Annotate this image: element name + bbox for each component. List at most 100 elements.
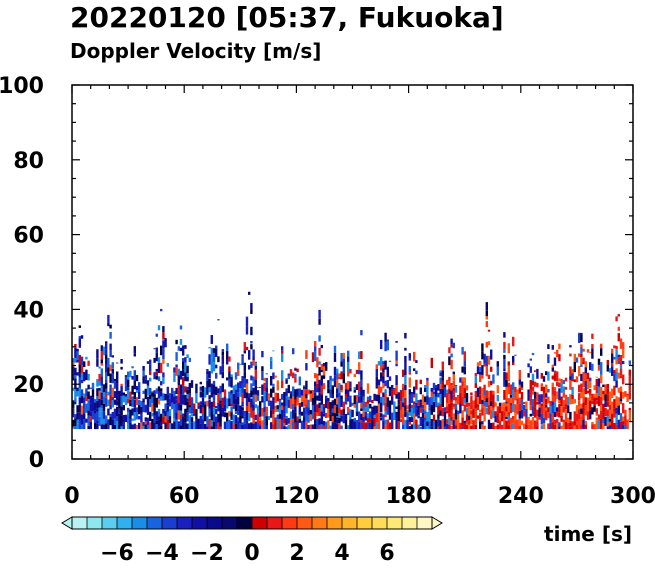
velocity-cell [140, 400, 143, 407]
velocity-cell [595, 397, 598, 401]
velocity-cell [448, 416, 451, 425]
velocity-cell [503, 380, 506, 387]
velocity-cell [595, 393, 598, 398]
velocity-cell [94, 402, 97, 411]
velocity-cell [485, 321, 488, 327]
velocity-cell [263, 377, 266, 382]
velocity-cell [547, 396, 550, 404]
velocity-cell [234, 423, 238, 430]
velocity-cell [113, 408, 117, 419]
velocity-cell [215, 426, 218, 430]
velocity-cell [162, 326, 165, 333]
velocity-cell [611, 388, 614, 399]
velocity-cell [551, 345, 554, 350]
velocity-cell [318, 367, 321, 376]
velocity-cell [450, 353, 453, 358]
velocity-cell [558, 354, 561, 358]
velocity-cell [490, 390, 493, 394]
velocity-cell [349, 419, 352, 430]
velocity-cell [347, 380, 350, 390]
velocity-cell [294, 368, 297, 371]
colorbar-cell [192, 517, 208, 529]
velocity-cell [138, 382, 141, 392]
velocity-cell [107, 408, 110, 416]
velocity-cell [149, 411, 152, 422]
colorbar-cell [102, 517, 118, 529]
colorbar-cell [417, 517, 433, 529]
velocity-cell [254, 385, 257, 395]
velocity-cell [175, 395, 178, 400]
velocity-cell [534, 398, 537, 408]
velocity-cell [406, 425, 409, 430]
velocity-cell [109, 350, 112, 357]
velocity-cell [520, 409, 524, 419]
velocity-cell [267, 395, 271, 401]
velocity-cell [542, 411, 546, 418]
velocity-cell [256, 387, 260, 388]
velocity-cell [270, 410, 273, 418]
velocity-cell [534, 407, 537, 418]
velocity-cell [375, 364, 378, 369]
velocity-cell [582, 348, 585, 352]
velocity-cell [589, 389, 592, 393]
velocity-cell [276, 392, 279, 402]
velocity-cell [615, 368, 618, 372]
velocity-cell [529, 398, 532, 406]
velocity-cell [518, 403, 521, 411]
velocity-cell [177, 423, 180, 430]
velocity-cell [558, 426, 561, 430]
velocity-cell [76, 387, 79, 392]
velocity-cell [186, 376, 189, 382]
velocity-cell [545, 398, 548, 405]
velocity-cell [272, 414, 275, 425]
velocity-cell [613, 399, 616, 403]
velocity-cell [564, 377, 568, 382]
velocity-cell [171, 387, 174, 394]
velocity-cell [457, 395, 460, 405]
velocity-cell [74, 357, 77, 363]
velocity-cell [133, 353, 136, 357]
velocity-cell [281, 346, 284, 351]
velocity-cell [215, 416, 218, 427]
velocity-cell [586, 349, 590, 353]
velocity-cell [100, 350, 103, 360]
velocity-cell [228, 366, 231, 372]
velocity-cell [237, 369, 240, 377]
velocity-cell [408, 412, 411, 416]
velocity-cell [505, 372, 508, 380]
velocity-cell [349, 395, 352, 401]
velocity-cell [322, 420, 326, 426]
velocity-cell [485, 316, 488, 320]
velocity-cell [619, 386, 623, 392]
velocity-cell [149, 377, 152, 382]
velocity-cell [230, 390, 233, 394]
velocity-cell [391, 412, 394, 421]
velocity-cell [83, 413, 86, 420]
velocity-cell [318, 309, 321, 319]
velocity-cell [179, 418, 183, 426]
velocity-cell [278, 407, 282, 415]
velocity-cell [534, 370, 537, 373]
velocity-cell [496, 394, 499, 402]
velocity-cell [228, 371, 231, 379]
colorbar-cell [222, 517, 238, 529]
velocity-cell [611, 419, 614, 430]
velocity-cell [591, 407, 594, 415]
velocity-cell [558, 391, 561, 400]
velocity-cell [217, 318, 220, 321]
velocity-cell [87, 410, 90, 416]
velocity-cell [309, 414, 312, 422]
velocity-cell [173, 373, 176, 382]
velocity-cell [470, 410, 473, 415]
velocity-cell [468, 415, 471, 420]
velocity-cell [76, 419, 79, 424]
velocity-cell [562, 406, 565, 413]
velocity-cell [410, 404, 414, 408]
velocity-cell [219, 403, 222, 414]
velocity-cell [278, 414, 282, 419]
velocity-cell [454, 419, 458, 426]
velocity-cell [424, 417, 427, 421]
velocity-cell [602, 412, 605, 415]
velocity-cell [426, 421, 429, 427]
velocity-cell [243, 378, 246, 388]
